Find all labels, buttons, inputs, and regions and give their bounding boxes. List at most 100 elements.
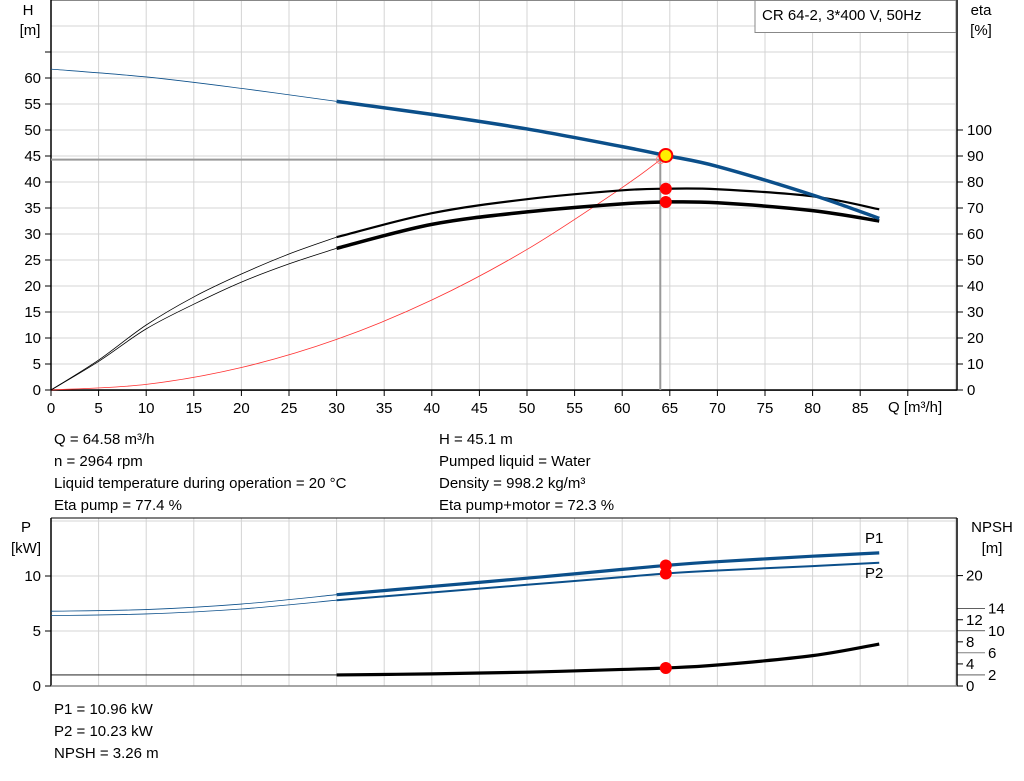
p2-label: P2 [865,565,883,582]
head-curve [336,99,880,221]
x-tick-label: 45 [471,400,488,417]
y2-tick-label: 50 [967,252,984,269]
info-liquid-temperature: Liquid temperature during operation = 20… [54,475,347,492]
info-bottom: P1 = 10.96 kW P2 = 10.23 kW NPSH = 3.26 … [54,699,159,765]
eta-pump-motor-duty-marker [659,196,672,209]
p1-curve [336,551,880,597]
y2-tick-label: 30 [967,304,984,321]
x-tick-label: 60 [614,400,631,417]
title-box [754,0,957,33]
x-tick-label: 55 [566,400,583,417]
npsh-tick-label: 20 [966,568,983,585]
y-tick-label: 40 [24,174,41,191]
npsh-curve [336,642,880,677]
p2-curve [336,561,880,602]
npsh-axis-label: NPSH [971,519,1013,536]
p2-curve-thin [50,599,337,616]
x-tick-label: 35 [376,400,393,417]
p1-curve-thin [50,594,337,612]
npsh-tick-label: 4 [966,656,974,673]
x-tick-label: 80 [804,400,821,417]
plot-frame [50,0,958,391]
x-tick-label: 25 [281,400,298,417]
y2-axis-unit: [%] [970,22,992,39]
x-tick-label: 70 [709,400,726,417]
system-curve [50,155,667,391]
chart-title: CR 64-2, 3*400 V, 50Hz [762,7,922,24]
y-tick-label: 20 [24,278,41,295]
x-tick-label: 65 [661,400,678,417]
info-top-right: H = 45.1 m Pumped liquid = Water Density… [439,429,614,517]
x-tick-label: 20 [233,400,250,417]
y-tick-label: 45 [24,148,41,165]
p-axis-label: P [21,519,31,536]
eta-pump-duty-marker [659,182,672,195]
y2-axis-label: eta [971,2,993,19]
eta-pump-curve-thin [50,236,337,391]
y-tick-label: 15 [24,304,41,321]
duty-point-marker [658,147,674,163]
y-tick-label: 35 [24,200,41,217]
x-tick-label: 5 [94,400,102,417]
eta-pump-motor-curve [336,200,880,250]
p-tick-label: 0 [33,678,41,695]
y-tick-label: 50 [24,122,41,139]
y-tick-label: 25 [24,252,41,269]
info-density: Density = 998.2 kg/m³ [439,475,586,492]
x-tick-label: 0 [47,400,55,417]
y-tick-label: 30 [24,226,41,243]
y2-tick-label: 100 [967,122,992,139]
eta-pump-curve [336,187,880,239]
y-tick-label: 55 [24,96,41,113]
x-tick-label: 30 [328,400,345,417]
info-p1: P1 = 10.96 kW [54,701,153,718]
x-axis-label: Q [m³/h] [888,399,942,416]
info-npsh: NPSH = 3.26 m [54,745,159,762]
info-pumped-liquid: Pumped liquid = Water [439,453,591,470]
npsh-tick-label: 14 [988,601,1005,618]
y-tick-label: 0 [33,382,41,399]
y-tick-label: 60 [24,70,41,87]
y2-tick-label: 0 [967,382,975,399]
x-tick-label: 10 [138,400,155,417]
head-curve-thin [50,68,337,102]
info-head: H = 45.1 m [439,431,513,448]
p1-label: P1 [865,530,883,547]
y-axis-unit: [m] [20,22,41,39]
y2-tick-label: 40 [967,278,984,295]
x-tick-label: 40 [423,400,440,417]
p2-duty-marker [659,567,672,580]
npsh-tick-label: 8 [966,634,974,651]
p-tick-label: 5 [33,623,41,640]
npsh-tick-label: 0 [966,678,974,695]
eta-pump-motor-curve-thin [50,247,337,391]
y2-tick-label: 90 [967,148,984,165]
p-tick-label: 10 [24,568,41,585]
y-tick-label: 5 [33,356,41,373]
info-eta-pump-motor: Eta pump+motor = 72.3 % [439,497,615,514]
npsh-tick-label: 12 [966,612,983,629]
info-p2: P2 = 10.23 kW [54,723,153,740]
y2-tick-label: 10 [967,356,984,373]
info-top-left: Q = 64.58 m³/h n = 2964 rpm Liquid tempe… [54,429,346,517]
y2-tick-label: 80 [967,174,984,191]
y2-tick-label: 60 [967,226,984,243]
npsh-axis-unit: [m] [982,540,1003,557]
x-tick-label: 75 [757,400,774,417]
y-axis-label: H [23,2,34,19]
npsh-tick-label: 6 [988,645,996,662]
npsh-tick-label: 2 [988,667,996,684]
x-tick-label: 15 [185,400,202,417]
y2-tick-label: 20 [967,330,984,347]
npsh-duty-marker [659,662,672,675]
y2-tick-label: 70 [967,200,984,217]
info-eta-pump: Eta pump = 77.4 % [54,497,182,514]
npsh-tick-label: 10 [988,623,1005,640]
info-speed: n = 2964 rpm [54,453,143,470]
y-tick-label: 10 [24,330,41,347]
x-tick-label: 85 [852,400,869,417]
info-flow: Q = 64.58 m³/h [54,431,155,448]
x-tick-label: 50 [519,400,536,417]
p-axis-unit: [kW] [11,540,41,557]
